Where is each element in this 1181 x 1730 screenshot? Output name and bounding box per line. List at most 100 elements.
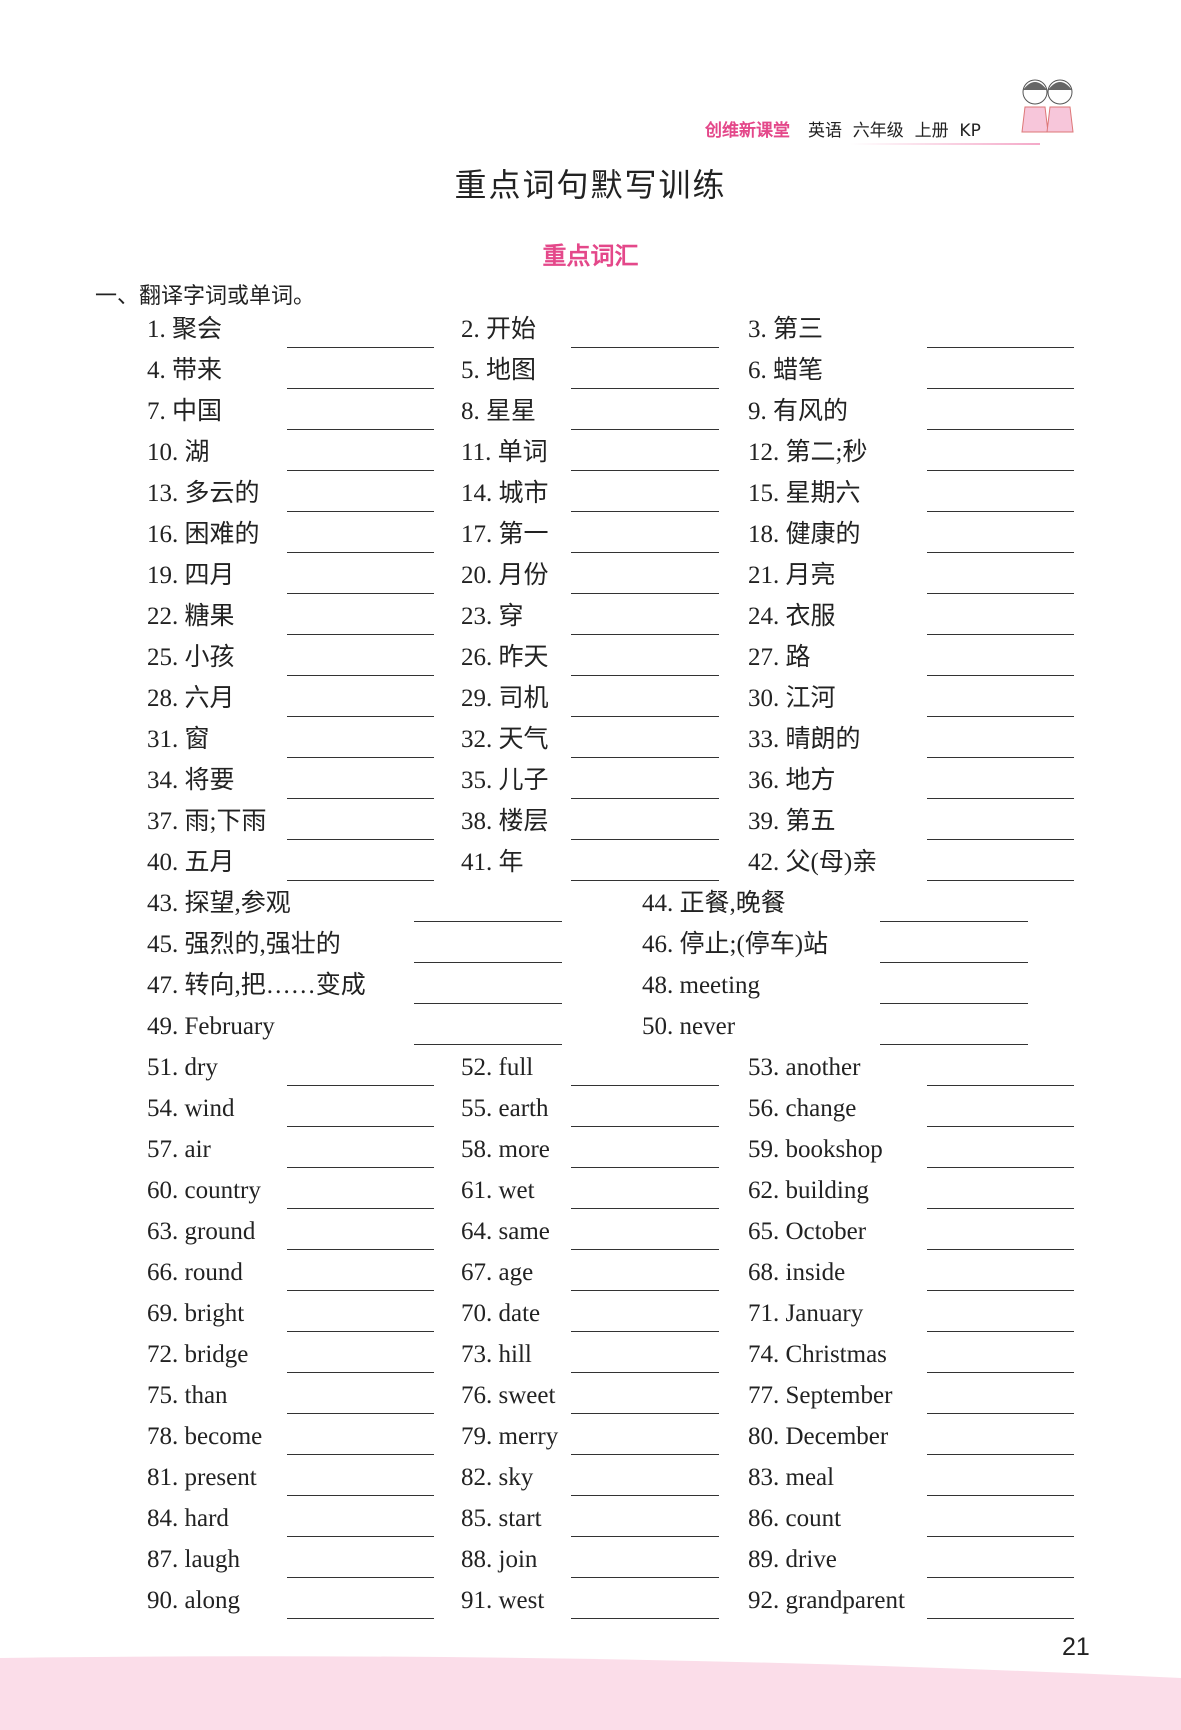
answer-blank[interactable]	[571, 675, 719, 676]
answer-blank[interactable]	[287, 1126, 434, 1127]
answer-blank[interactable]	[287, 511, 434, 512]
answer-blank[interactable]	[571, 552, 719, 553]
answer-blank[interactable]	[571, 1167, 719, 1168]
answer-blank[interactable]	[571, 1126, 719, 1127]
answer-blank[interactable]	[287, 347, 434, 348]
answer-blank[interactable]	[571, 1536, 719, 1537]
answer-blank[interactable]	[287, 429, 434, 430]
answer-blank[interactable]	[927, 1167, 1074, 1168]
answer-blank[interactable]	[927, 757, 1074, 758]
answer-blank[interactable]	[880, 1003, 1028, 1004]
answer-blank[interactable]	[927, 429, 1074, 430]
vocab-prompt: 13. 多云的	[147, 480, 260, 507]
answer-blank[interactable]	[414, 1003, 562, 1004]
answer-blank[interactable]	[287, 1495, 434, 1496]
answer-blank[interactable]	[414, 921, 562, 922]
answer-blank[interactable]	[571, 1618, 719, 1619]
vocab-prompt: 21. 月亮	[748, 562, 836, 589]
answer-blank[interactable]	[287, 675, 434, 676]
answer-blank[interactable]	[571, 1290, 719, 1291]
answer-blank[interactable]	[927, 1331, 1074, 1332]
answer-blank[interactable]	[927, 470, 1074, 471]
answer-blank[interactable]	[287, 1454, 434, 1455]
answer-blank[interactable]	[927, 1290, 1074, 1291]
answer-blank[interactable]	[927, 388, 1074, 389]
answer-blank[interactable]	[927, 1372, 1074, 1373]
answer-blank[interactable]	[287, 388, 434, 389]
answer-blank[interactable]	[571, 757, 719, 758]
answer-blank[interactable]	[571, 880, 719, 881]
vocab-prompt: 92. grandparent	[748, 1587, 905, 1614]
answer-blank[interactable]	[287, 1413, 434, 1414]
answer-blank[interactable]	[927, 1085, 1074, 1086]
answer-blank[interactable]	[927, 511, 1074, 512]
answer-blank[interactable]	[571, 429, 719, 430]
answer-blank[interactable]	[571, 347, 719, 348]
answer-blank[interactable]	[571, 1208, 719, 1209]
answer-blank[interactable]	[927, 675, 1074, 676]
answer-blank[interactable]	[287, 1618, 434, 1619]
answer-blank[interactable]	[571, 593, 719, 594]
answer-blank[interactable]	[571, 1577, 719, 1578]
answer-blank[interactable]	[287, 1167, 434, 1168]
answer-blank[interactable]	[571, 388, 719, 389]
answer-blank[interactable]	[571, 716, 719, 717]
answer-blank[interactable]	[287, 716, 434, 717]
vocab-prompt: 84. hard	[147, 1505, 229, 1532]
vocab-prompt: 79. merry	[461, 1423, 559, 1450]
page-title: 重点词句默写训练	[454, 166, 727, 204]
answer-blank[interactable]	[927, 1413, 1074, 1414]
answer-blank[interactable]	[414, 962, 562, 963]
vocab-prompt: 81. present	[147, 1464, 257, 1491]
answer-blank[interactable]	[927, 1577, 1074, 1578]
answer-blank[interactable]	[571, 1495, 719, 1496]
answer-blank[interactable]	[287, 1372, 434, 1373]
answer-blank[interactable]	[287, 798, 434, 799]
answer-blank[interactable]	[287, 1290, 434, 1291]
answer-blank[interactable]	[927, 552, 1074, 553]
answer-blank[interactable]	[927, 593, 1074, 594]
answer-blank[interactable]	[927, 716, 1074, 717]
answer-blank[interactable]	[927, 1249, 1074, 1250]
answer-blank[interactable]	[571, 1372, 719, 1373]
answer-blank[interactable]	[287, 593, 434, 594]
answer-blank[interactable]	[571, 1454, 719, 1455]
answer-blank[interactable]	[880, 921, 1028, 922]
answer-blank[interactable]	[571, 1331, 719, 1332]
answer-blank[interactable]	[927, 347, 1074, 348]
answer-blank[interactable]	[927, 839, 1074, 840]
answer-blank[interactable]	[571, 798, 719, 799]
answer-blank[interactable]	[927, 798, 1074, 799]
answer-blank[interactable]	[571, 511, 719, 512]
answer-blank[interactable]	[880, 962, 1028, 963]
vocab-prompt: 5. 地图	[461, 357, 537, 384]
answer-blank[interactable]	[927, 1618, 1074, 1619]
answer-blank[interactable]	[287, 634, 434, 635]
answer-blank[interactable]	[287, 1249, 434, 1250]
answer-blank[interactable]	[927, 880, 1074, 881]
answer-blank[interactable]	[287, 757, 434, 758]
answer-blank[interactable]	[571, 1413, 719, 1414]
answer-blank[interactable]	[571, 1085, 719, 1086]
answer-blank[interactable]	[287, 1536, 434, 1537]
answer-blank[interactable]	[927, 634, 1074, 635]
answer-blank[interactable]	[287, 1577, 434, 1578]
answer-blank[interactable]	[287, 1331, 434, 1332]
answer-blank[interactable]	[287, 470, 434, 471]
answer-blank[interactable]	[571, 1249, 719, 1250]
answer-blank[interactable]	[571, 470, 719, 471]
answer-blank[interactable]	[287, 552, 434, 553]
answer-blank[interactable]	[571, 839, 719, 840]
answer-blank[interactable]	[927, 1536, 1074, 1537]
answer-blank[interactable]	[287, 1085, 434, 1086]
answer-blank[interactable]	[927, 1126, 1074, 1127]
answer-blank[interactable]	[927, 1208, 1074, 1209]
answer-blank[interactable]	[571, 634, 719, 635]
answer-blank[interactable]	[287, 1208, 434, 1209]
answer-blank[interactable]	[880, 1044, 1028, 1045]
answer-blank[interactable]	[414, 1044, 562, 1045]
answer-blank[interactable]	[287, 880, 434, 881]
answer-blank[interactable]	[927, 1495, 1074, 1496]
answer-blank[interactable]	[287, 839, 434, 840]
answer-blank[interactable]	[927, 1454, 1074, 1455]
